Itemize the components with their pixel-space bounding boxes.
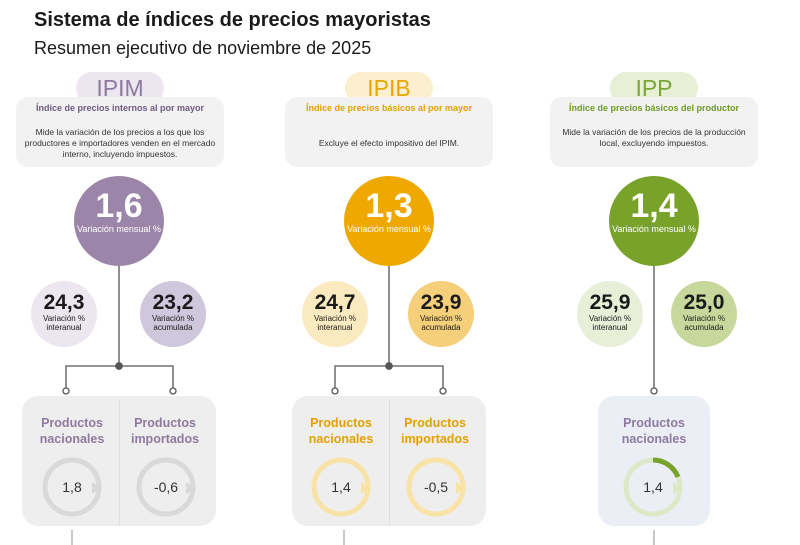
ipim-card: Índice de precios internos al por mayor … [16, 97, 224, 167]
ipp-column: IPP Índice de precios básicos del produc… [539, 0, 769, 545]
ipp-monthly-value: 1,4 [630, 187, 678, 225]
ipim-nacionales-ring: 1,8 [42, 457, 102, 517]
ipim-monthly-value: 1,6 [95, 187, 143, 225]
ipp-acumulada-label: Variación % acumulada [682, 314, 726, 332]
ipim-card-description: Mide la variación de los precios a los q… [24, 127, 216, 159]
ipib-monthly-label: Variación mensual % [347, 224, 431, 234]
ipib-acumulada-value: 23,9 [420, 291, 462, 314]
ipp-card: Índice de precios básicos del productor … [550, 97, 758, 167]
ipp-interanual-value: 25,9 [589, 291, 631, 314]
ipib-nacionales-value: 1,4 [331, 479, 351, 495]
ipp-nacionales-ring: 1,4 [623, 457, 683, 517]
ipim-column: IPIM Índice de precios internos al por m… [5, 0, 235, 545]
page-subtitle: Resumen ejecutivo de noviembre de 2025 [34, 38, 372, 58]
ipim-acumulada-value: 23,2 [152, 291, 194, 314]
ipib-card: Índice de precios básicos al por mayor E… [285, 97, 493, 167]
ipim-monthly-circle: 1,6 Variación mensual % [74, 176, 164, 266]
ipib-card-title: Índice de precios básicos al por mayor [305, 103, 473, 113]
ipib-nacionales-ring: 1,4 [311, 457, 371, 517]
ipp-monthly-label: Variación mensual % [612, 224, 696, 234]
ipp-acumulada-value: 25,0 [683, 291, 725, 314]
ipib-nacionales-label: Productos nacionales [308, 416, 374, 446]
ipib-importados-label: Productos importados [400, 416, 470, 446]
ipim-importados-ring: -0,6 [136, 457, 196, 517]
ipib-acumulada-label: Variación % acumulada [419, 314, 463, 332]
ipib-importados-value: -0,5 [424, 479, 448, 495]
ipp-card-title: Índice de precios básicos del productor [568, 103, 740, 113]
ipp-interanual-circle: 25,9 Variación % interanual [577, 281, 643, 347]
ipib-importados-ring: -0,5 [406, 457, 466, 517]
ipib-interanual-label: Variación % interanual [313, 314, 357, 332]
page-title: Sistema de índices de precios mayoristas [34, 9, 431, 31]
ipib-products-divider [389, 400, 390, 526]
ipim-interanual-value: 24,3 [43, 291, 85, 314]
ipim-nacionales-label: Productos nacionales [39, 416, 105, 446]
ipim-nacionales-value: 1,8 [62, 479, 82, 495]
ipim-interanual-label: Variación % interanual [42, 314, 86, 332]
ipp-monthly-circle: 1,4 Variación mensual % [609, 176, 699, 266]
ipib-acumulada-circle: 23,9 Variación % acumulada [408, 281, 474, 347]
ipim-importados-value: -0,6 [154, 479, 178, 495]
ipp-nacionales-label: Productos nacionales [621, 416, 687, 446]
ipib-monthly-value: 1,3 [365, 187, 413, 225]
ipim-acumulada-circle: 23,2 Variación % acumulada [140, 281, 206, 347]
ipp-interanual-label: Variación % interanual [588, 314, 632, 332]
ipim-connectors [62, 240, 177, 545]
ipp-acumulada-circle: 25,0 Variación % acumulada [671, 281, 737, 347]
ipim-monthly-label: Variación mensual % [77, 224, 161, 234]
ipp-card-description: Mide la variación de los precios de la p… [562, 127, 746, 148]
ipim-acumulada-label: Variación % acumulada [151, 314, 195, 332]
ipib-column: IPIB Índice de precios básicos al por ma… [274, 0, 504, 545]
ipib-card-description: Excluye el efecto impositivo del IPIM. [318, 138, 460, 148]
ipib-monthly-circle: 1,3 Variación mensual % [344, 176, 434, 266]
ipim-importados-label: Productos importados [130, 416, 200, 446]
ipim-card-title: Índice de precios internos al por mayor [35, 103, 205, 113]
ipim-interanual-circle: 24,3 Variación % interanual [31, 281, 97, 347]
ipib-interanual-circle: 24,7 Variación % interanual [302, 281, 368, 347]
ipp-nacionales-value: 1,4 [643, 479, 663, 495]
ipib-interanual-value: 24,7 [314, 291, 356, 314]
ipim-products-divider [119, 400, 120, 526]
